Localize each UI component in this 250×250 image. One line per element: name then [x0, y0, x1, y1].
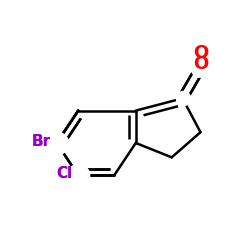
- Text: Br: Br: [32, 134, 51, 149]
- Text: O: O: [193, 44, 208, 62]
- Text: Cl: Cl: [56, 166, 72, 182]
- Text: Cl: Cl: [56, 166, 72, 182]
- Text: Br: Br: [32, 134, 51, 149]
- Text: O: O: [193, 55, 208, 73]
